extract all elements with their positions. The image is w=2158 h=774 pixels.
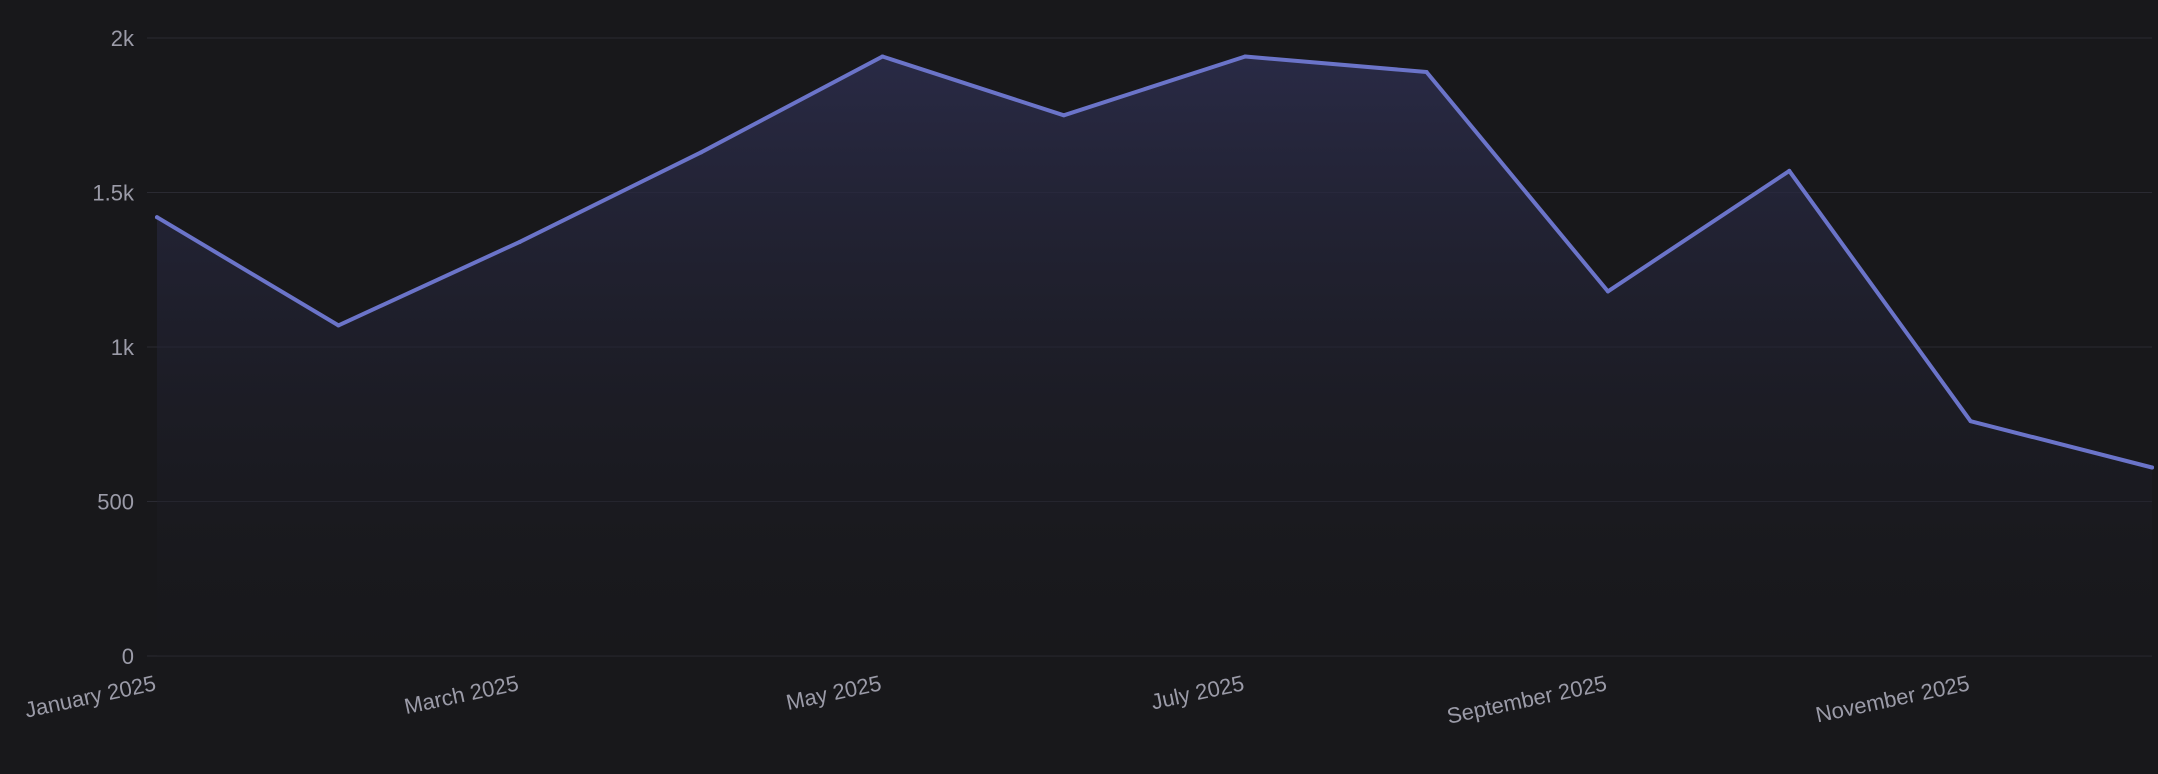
data-point[interactable] [155, 215, 159, 220]
x-tick-label: May 2025 [784, 670, 884, 715]
data-point[interactable] [1061, 113, 1066, 118]
line-layer [155, 54, 2154, 470]
x-tick-label: March 2025 [402, 670, 521, 719]
x-tick-label: July 2025 [1149, 670, 1246, 714]
x-tick-label: September 2025 [1445, 670, 1609, 728]
y-tick-label: 2k [111, 26, 135, 51]
y-tick-label: 0 [122, 644, 134, 669]
series-line[interactable] [155, 54, 2154, 470]
data-point[interactable] [2150, 465, 2154, 470]
x-tick-label: November 2025 [1813, 670, 1971, 727]
y-tick-label: 1.5k [92, 181, 135, 206]
data-point[interactable] [1424, 69, 1429, 74]
area-layer [157, 56, 2152, 656]
data-point[interactable] [699, 150, 704, 155]
data-point[interactable] [1605, 289, 1610, 294]
y-tick-label: 1k [111, 335, 135, 360]
data-point[interactable] [336, 323, 341, 328]
data-point[interactable] [517, 239, 522, 244]
x-axis: January 2025 March 2025 May 2025 July 2025 S… [22, 670, 1971, 728]
data-point[interactable] [1968, 419, 1973, 424]
data-point[interactable] [1243, 54, 1248, 59]
data-point[interactable] [880, 54, 885, 59]
y-axis: 0 500 1k 1.5k 2k [92, 26, 135, 669]
data-point[interactable] [1787, 168, 1792, 173]
x-tick-label: January 2025 [22, 670, 158, 722]
series-area [157, 56, 2152, 656]
y-tick-label: 500 [97, 490, 134, 515]
